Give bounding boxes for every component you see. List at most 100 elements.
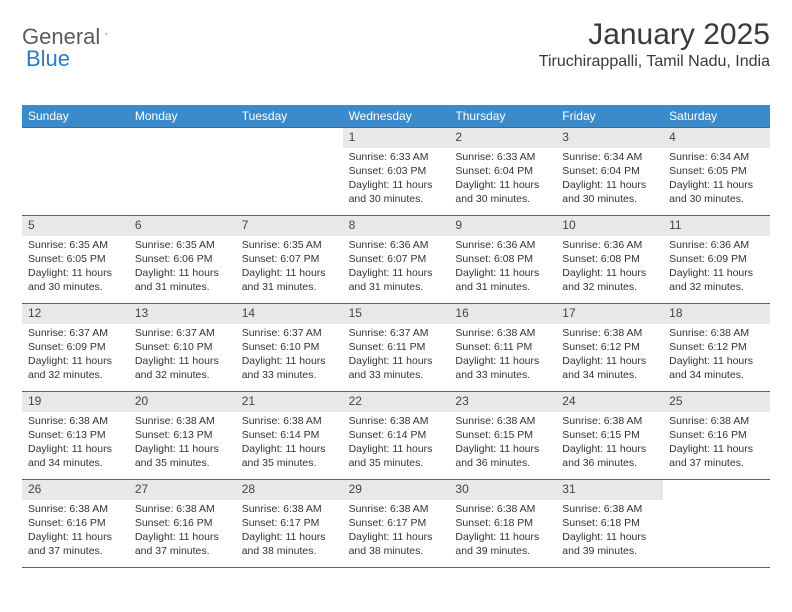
day-number: 2 [449,128,556,148]
day-cell: 8Sunrise: 6:36 AMSunset: 6:07 PMDaylight… [343,215,450,303]
day-cell: 20Sunrise: 6:38 AMSunset: 6:13 PMDayligh… [129,391,236,479]
weekday-sat: Saturday [663,105,770,127]
daylight-line: Daylight: 11 hours and 35 minutes. [349,442,444,470]
daylight-line: Daylight: 11 hours and 30 minutes. [455,178,550,206]
sunrise-line: Sunrise: 6:38 AM [135,502,230,516]
empty-cell [236,127,343,215]
sunset-line: Sunset: 6:12 PM [669,340,764,354]
sunset-line: Sunset: 6:11 PM [455,340,550,354]
day-number: 27 [129,480,236,500]
sunrise-line: Sunrise: 6:38 AM [349,502,444,516]
sunset-line: Sunset: 6:11 PM [349,340,444,354]
day-number: 20 [129,392,236,412]
day-number: 12 [22,304,129,324]
day-number: 3 [556,128,663,148]
day-details: Sunrise: 6:38 AMSunset: 6:15 PMDaylight:… [449,412,556,475]
sunset-line: Sunset: 6:17 PM [242,516,337,530]
daylight-line: Daylight: 11 hours and 36 minutes. [455,442,550,470]
daylight-line: Daylight: 11 hours and 31 minutes. [135,266,230,294]
day-details: Sunrise: 6:38 AMSunset: 6:16 PMDaylight:… [22,500,129,563]
empty-cell [129,127,236,215]
daylight-line: Daylight: 11 hours and 37 minutes. [669,442,764,470]
day-details: Sunrise: 6:38 AMSunset: 6:18 PMDaylight:… [556,500,663,563]
day-number: 16 [449,304,556,324]
day-number: 1 [343,128,450,148]
sunrise-line: Sunrise: 6:37 AM [28,326,123,340]
day-cell: 7Sunrise: 6:35 AMSunset: 6:07 PMDaylight… [236,215,343,303]
day-number: 17 [556,304,663,324]
location-label: Tiruchirappalli, Tamil Nadu, India [539,53,770,71]
day-number: 7 [236,216,343,236]
daylight-line: Daylight: 11 hours and 34 minutes. [562,354,657,382]
day-number: 11 [663,216,770,236]
daylight-line: Daylight: 11 hours and 35 minutes. [135,442,230,470]
sunrise-line: Sunrise: 6:38 AM [455,414,550,428]
sunset-line: Sunset: 6:17 PM [349,516,444,530]
daylight-line: Daylight: 11 hours and 33 minutes. [349,354,444,382]
sunset-line: Sunset: 6:03 PM [349,164,444,178]
daylight-line: Daylight: 11 hours and 30 minutes. [669,178,764,206]
day-cell: 19Sunrise: 6:38 AMSunset: 6:13 PMDayligh… [22,391,129,479]
day-number: 18 [663,304,770,324]
day-cell: 14Sunrise: 6:37 AMSunset: 6:10 PMDayligh… [236,303,343,391]
daylight-line: Daylight: 11 hours and 39 minutes. [455,530,550,558]
sunset-line: Sunset: 6:12 PM [562,340,657,354]
weekday-sun: Sunday [22,105,129,127]
day-details: Sunrise: 6:36 AMSunset: 6:07 PMDaylight:… [343,236,450,299]
sunrise-line: Sunrise: 6:38 AM [562,414,657,428]
day-cell: 28Sunrise: 6:38 AMSunset: 6:17 PMDayligh… [236,479,343,567]
day-details: Sunrise: 6:35 AMSunset: 6:06 PMDaylight:… [129,236,236,299]
day-number: 30 [449,480,556,500]
sunset-line: Sunset: 6:06 PM [135,252,230,266]
sunrise-line: Sunrise: 6:36 AM [455,238,550,252]
sunrise-line: Sunrise: 6:38 AM [242,414,337,428]
sunset-line: Sunset: 6:14 PM [349,428,444,442]
day-details: Sunrise: 6:34 AMSunset: 6:04 PMDaylight:… [556,148,663,211]
weekday-mon: Monday [129,105,236,127]
daylight-line: Daylight: 11 hours and 32 minutes. [135,354,230,382]
day-details: Sunrise: 6:35 AMSunset: 6:07 PMDaylight:… [236,236,343,299]
day-cell: 13Sunrise: 6:37 AMSunset: 6:10 PMDayligh… [129,303,236,391]
day-number: 23 [449,392,556,412]
sunrise-line: Sunrise: 6:38 AM [28,502,123,516]
sunrise-line: Sunrise: 6:35 AM [242,238,337,252]
month-title: January 2025 [539,18,770,51]
empty-cell [22,127,129,215]
arrow-icon [105,25,109,41]
sunset-line: Sunset: 6:04 PM [455,164,550,178]
sunset-line: Sunset: 6:05 PM [669,164,764,178]
daylight-line: Daylight: 11 hours and 33 minutes. [455,354,550,382]
day-details: Sunrise: 6:36 AMSunset: 6:08 PMDaylight:… [556,236,663,299]
day-cell: 3Sunrise: 6:34 AMSunset: 6:04 PMDaylight… [556,127,663,215]
daylight-line: Daylight: 11 hours and 32 minutes. [28,354,123,382]
day-details: Sunrise: 6:38 AMSunset: 6:13 PMDaylight:… [129,412,236,475]
day-number: 22 [343,392,450,412]
bottom-divider [22,567,770,568]
day-cell: 21Sunrise: 6:38 AMSunset: 6:14 PMDayligh… [236,391,343,479]
day-number: 6 [129,216,236,236]
day-cell: 25Sunrise: 6:38 AMSunset: 6:16 PMDayligh… [663,391,770,479]
day-cell: 12Sunrise: 6:37 AMSunset: 6:09 PMDayligh… [22,303,129,391]
day-details: Sunrise: 6:38 AMSunset: 6:14 PMDaylight:… [236,412,343,475]
sunrise-line: Sunrise: 6:38 AM [562,502,657,516]
day-number: 8 [343,216,450,236]
daylight-line: Daylight: 11 hours and 37 minutes. [135,530,230,558]
sunrise-line: Sunrise: 6:38 AM [562,326,657,340]
day-number: 9 [449,216,556,236]
sunrise-line: Sunrise: 6:38 AM [455,326,550,340]
daylight-line: Daylight: 11 hours and 31 minutes. [349,266,444,294]
sunset-line: Sunset: 6:16 PM [669,428,764,442]
daylight-line: Daylight: 11 hours and 30 minutes. [562,178,657,206]
day-number: 24 [556,392,663,412]
sunrise-line: Sunrise: 6:36 AM [562,238,657,252]
day-details: Sunrise: 6:38 AMSunset: 6:16 PMDaylight:… [663,412,770,475]
day-cell: 5Sunrise: 6:35 AMSunset: 6:05 PMDaylight… [22,215,129,303]
sunset-line: Sunset: 6:14 PM [242,428,337,442]
daylight-line: Daylight: 11 hours and 36 minutes. [562,442,657,470]
day-details: Sunrise: 6:34 AMSunset: 6:05 PMDaylight:… [663,148,770,211]
day-cell: 24Sunrise: 6:38 AMSunset: 6:15 PMDayligh… [556,391,663,479]
sunrise-line: Sunrise: 6:38 AM [455,502,550,516]
day-cell: 30Sunrise: 6:38 AMSunset: 6:18 PMDayligh… [449,479,556,567]
sunrise-line: Sunrise: 6:35 AM [135,238,230,252]
day-number: 29 [343,480,450,500]
